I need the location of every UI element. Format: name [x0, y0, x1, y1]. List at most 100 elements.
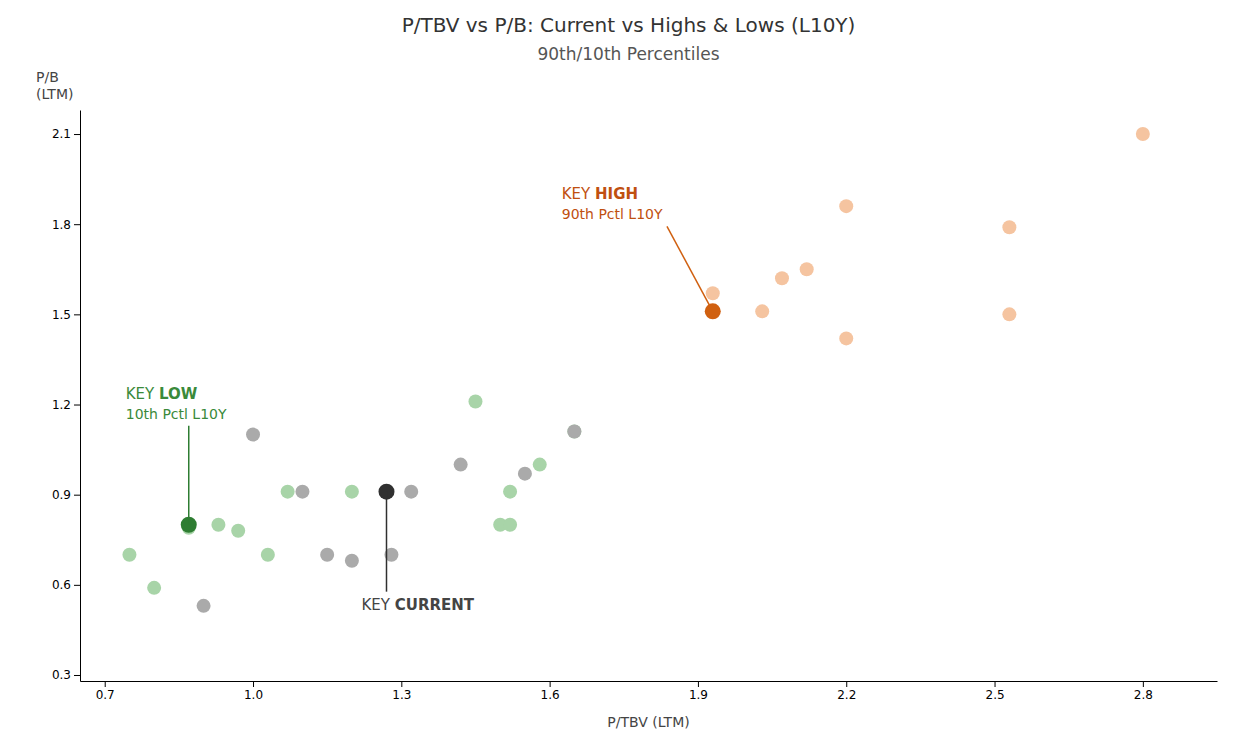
- x-tick-mark: [105, 681, 106, 687]
- x-tick-label: 2.8: [1134, 688, 1153, 702]
- marks: [122, 127, 1149, 613]
- x-tick: 1.3: [392, 681, 411, 702]
- annotation: KEY HIGH 90th Pctl L10Y: [562, 185, 713, 311]
- y-tick-mark: [74, 675, 80, 676]
- x-tick: 1.6: [541, 681, 560, 702]
- y-tick-label: 1.2: [52, 398, 71, 412]
- x-tick-label: 1.6: [541, 688, 560, 702]
- y-tick-label: 2.1: [52, 127, 71, 141]
- point: [122, 548, 136, 562]
- point: [1136, 127, 1150, 141]
- x-tick-mark: [698, 681, 699, 687]
- x-axis-label: P/TBV (LTM): [607, 714, 689, 730]
- y-tick: 2.1: [52, 127, 80, 141]
- point: [706, 286, 720, 300]
- x-tick: 2.5: [985, 681, 1004, 702]
- y-tick-label: 0.9: [52, 488, 71, 502]
- plot: 0.7 1.0 1.3 1.6 1.9 2.2 2.5 2.8 0.3 0.6 0.9 1.2 1.5 1…: [52, 111, 1218, 702]
- x-tick-mark: [846, 681, 847, 687]
- point: [261, 548, 275, 562]
- y-tick-mark: [74, 134, 80, 135]
- x-tick-mark: [253, 681, 254, 687]
- point: [197, 599, 211, 613]
- y-tick-label: 0.3: [52, 668, 71, 682]
- annotation-line: [386, 492, 388, 592]
- y-tick: 0.3: [52, 668, 80, 682]
- x-tick-label: 1.9: [689, 688, 708, 702]
- point-series: [197, 425, 582, 613]
- y-tick-mark: [74, 585, 80, 586]
- point: [468, 395, 482, 409]
- y-tick: 1.8: [52, 218, 80, 232]
- annotation-text-group: KEY HIGH 90th Pctl L10Y: [562, 185, 663, 222]
- point: [503, 485, 517, 499]
- y-tick-label: 0.6: [52, 578, 71, 592]
- point: [1002, 307, 1016, 321]
- x-tick-label: 0.7: [96, 688, 115, 702]
- title: P/TBV vs P/B: Current vs Highs & Lows (L…: [402, 13, 856, 37]
- y-tick: 0.6: [52, 578, 80, 592]
- x-axis-line: [81, 681, 1218, 682]
- annotation-label: KEY HIGH: [562, 185, 638, 203]
- point: [503, 518, 517, 532]
- x-tick: 2.8: [1134, 681, 1153, 702]
- point: [775, 271, 789, 285]
- point: [320, 548, 334, 562]
- x-tick-mark: [995, 681, 996, 687]
- annotation-line: [188, 426, 190, 525]
- y-tick: 1.2: [52, 398, 80, 412]
- points-layer: [122, 127, 1149, 613]
- point: [404, 485, 418, 499]
- point: [839, 331, 853, 345]
- point: [567, 425, 581, 439]
- x-tick-label: 2.5: [985, 688, 1004, 702]
- y-tick: 0.9: [52, 488, 80, 502]
- x-tick-label: 1.0: [244, 688, 263, 702]
- x-axis: 0.7 1.0 1.3 1.6 1.9 2.2 2.5 2.8: [81, 681, 1218, 702]
- x-tick-mark: [1143, 681, 1144, 687]
- y-axis-label: P/B(LTM): [36, 69, 73, 102]
- point: [281, 485, 295, 499]
- x-tick: 1.9: [689, 681, 708, 702]
- annotation-label-part: CURRENT: [395, 596, 475, 614]
- point: [567, 425, 581, 439]
- point: [839, 199, 853, 213]
- annotation: KEY LOW 10th Pctl L10Y: [126, 385, 227, 525]
- key-points-layer: [181, 303, 721, 532]
- y-tick-mark: [74, 405, 80, 406]
- point: [454, 458, 468, 472]
- chart: 0.7 1.0 1.3 1.6 1.9 2.2 2.5 2.8 0.3 0.6 0.9 1.2 1.5 1…: [0, 0, 1257, 743]
- point: [755, 304, 769, 318]
- point: [295, 485, 309, 499]
- y-tick-mark: [74, 314, 80, 315]
- y-tick-label: 1.8: [52, 218, 71, 232]
- annotation-label-part: HIGH: [595, 185, 638, 203]
- point: [345, 485, 359, 499]
- annotation-text-group: KEY LOW 10th Pctl L10Y: [126, 385, 227, 422]
- annotation-text-group: KEY CURRENT: [361, 596, 474, 614]
- x-tick: 0.7: [96, 681, 115, 702]
- annotation-label: KEY CURRENT: [361, 596, 474, 614]
- y-axis-label-line: P/B: [36, 69, 59, 85]
- point: [231, 524, 245, 538]
- x-tick-label: 2.2: [837, 688, 856, 702]
- annotation-label-part: LOW: [159, 385, 198, 403]
- annotation-label-part: KEY: [126, 385, 159, 403]
- x-tick: 2.2: [837, 681, 856, 702]
- x-tick: 1.0: [244, 681, 263, 702]
- annotation-subtext: 10th Pctl L10Y: [126, 406, 227, 422]
- annotation-label-part: KEY: [361, 596, 394, 614]
- point: [211, 518, 225, 532]
- point: [533, 458, 547, 472]
- annotation-label: KEY LOW: [126, 385, 198, 403]
- point-series: [706, 127, 1150, 345]
- x-tick-mark: [401, 681, 402, 687]
- annotation-label-part: KEY: [562, 185, 595, 203]
- subtitle: 90th/10th Percentiles: [537, 44, 719, 64]
- y-tick-label: 1.5: [52, 308, 71, 322]
- y-tick-mark: [74, 495, 80, 496]
- y-axis-label-line: (LTM): [36, 86, 73, 102]
- annotation-subtext: 90th Pctl L10Y: [562, 206, 663, 222]
- y-tick-mark: [74, 224, 80, 225]
- x-tick-mark: [550, 681, 551, 687]
